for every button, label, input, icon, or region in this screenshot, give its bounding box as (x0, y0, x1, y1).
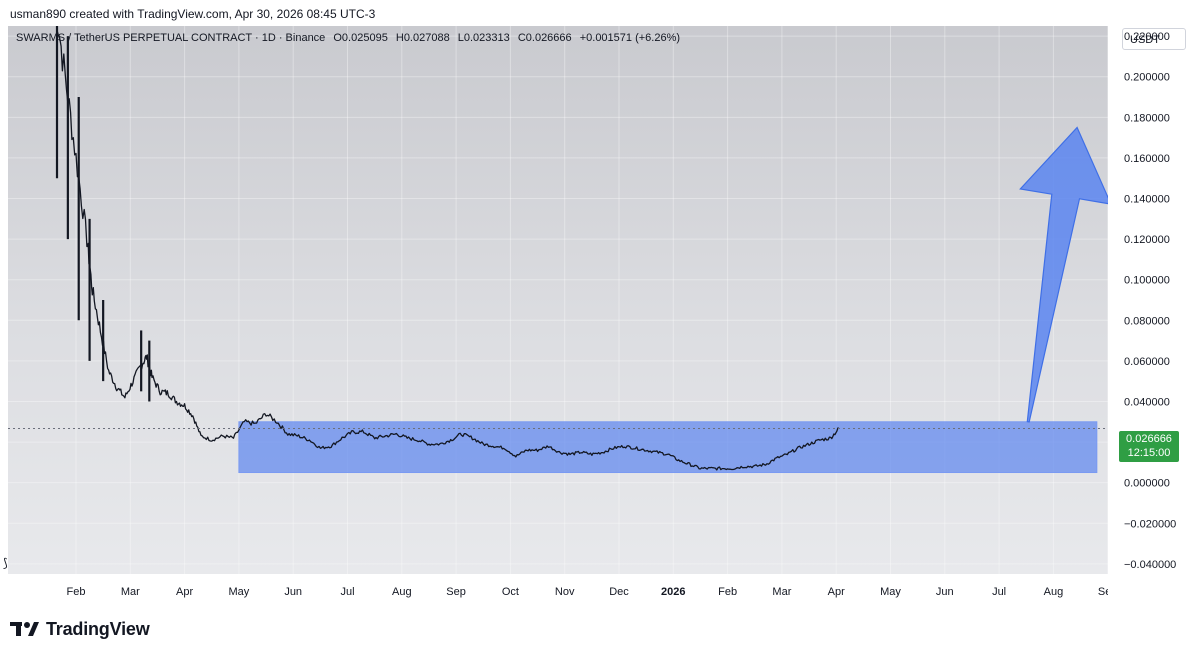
time-tick-label: Sep (446, 586, 466, 598)
time-tick-label: Apr (176, 586, 193, 598)
time-tick-label: Feb (718, 586, 737, 598)
time-tick-label: May (229, 586, 250, 598)
price-chart-canvas[interactable] (8, 26, 1108, 574)
time-tick-label: Apr (828, 586, 845, 598)
accumulation-zone-rectangle (238, 421, 1098, 474)
price-tick-label: 0.140000 (1124, 194, 1170, 206)
time-tick-label: Oct (502, 586, 519, 598)
price-axis[interactable]: 0.220000 0.200000 0.180000 0.160000 0.140000… (1110, 26, 1200, 586)
time-tick-label: Nov (555, 586, 575, 598)
price-tick-label: 0.100000 (1124, 275, 1170, 287)
time-tick-label: Mar (772, 586, 791, 598)
tradingview-logo[interactable]: TradingView (10, 618, 150, 640)
legend-ohlc: SWARMS / TetherUS PERPETUAL CONTRACT · 1… (16, 32, 685, 44)
price-tick-label: 0.180000 (1124, 112, 1170, 124)
time-tick-label: Jun (284, 586, 302, 598)
bar-countdown: 12:15:00 (1127, 447, 1171, 459)
scroll-left-icon[interactable]: ⟆ (3, 556, 8, 570)
time-tick-label: Dec (609, 586, 629, 598)
currency-button[interactable]: USDT (1122, 28, 1186, 50)
price-tick-label: −0.020000 (1124, 518, 1176, 530)
bullish-arrow-annotation (1019, 126, 1108, 423)
price-tick-label: 0.060000 (1124, 356, 1170, 368)
tradingview-logo-text: TradingView (46, 618, 150, 639)
last-price-badge: 0.026666 12:15:00 (1119, 431, 1179, 462)
time-tick-label: Feb (67, 586, 86, 598)
tradingview-logo-icon (10, 622, 39, 636)
price-tick-label: 0.040000 (1124, 396, 1170, 408)
legend-symbol: SWARMS / TetherUS PERPETUAL CONTRACT · 1… (16, 32, 326, 44)
price-tick-label: 0.200000 (1124, 72, 1170, 84)
time-tick-label: May (880, 586, 901, 598)
chart-pane[interactable] (8, 26, 1108, 574)
time-tick-label: Aug (392, 586, 412, 598)
legend-change: +0.001571 (+6.26%) (579, 32, 681, 44)
price-tick-label: 0.080000 (1124, 315, 1170, 327)
price-tick-label: 0.220000 (1124, 31, 1170, 43)
time-tick-label: Aug (1044, 586, 1064, 598)
price-tick-label: 0.120000 (1124, 234, 1170, 246)
legend-open: O0.025095 (333, 32, 388, 44)
legend-low: L0.023313 (457, 32, 510, 44)
legend-high: H0.027088 (395, 32, 450, 44)
price-tick-label: 0.000000 (1124, 478, 1170, 490)
time-tick-label: Mar (121, 586, 140, 598)
legend-close: C0.026666 (517, 32, 572, 44)
time-tick-label: Jul (340, 586, 354, 598)
header-watermark: usman890 created with TradingView.com, A… (10, 7, 376, 21)
time-axis[interactable]: Feb Mar Apr May Jun Jul Aug Sep Oct Nov Dec 2026 Feb… (8, 578, 1108, 604)
last-price-value: 0.026666 (1126, 433, 1172, 445)
time-tick-label: 2026 (661, 586, 685, 598)
time-tick-label: Sep (1098, 586, 1108, 598)
price-series-line (56, 26, 840, 471)
price-tick-label: 0.160000 (1124, 153, 1170, 165)
time-tick-label: Jun (936, 586, 954, 598)
price-tick-label: −0.040000 (1124, 559, 1176, 571)
time-tick-label: Jul (992, 586, 1006, 598)
